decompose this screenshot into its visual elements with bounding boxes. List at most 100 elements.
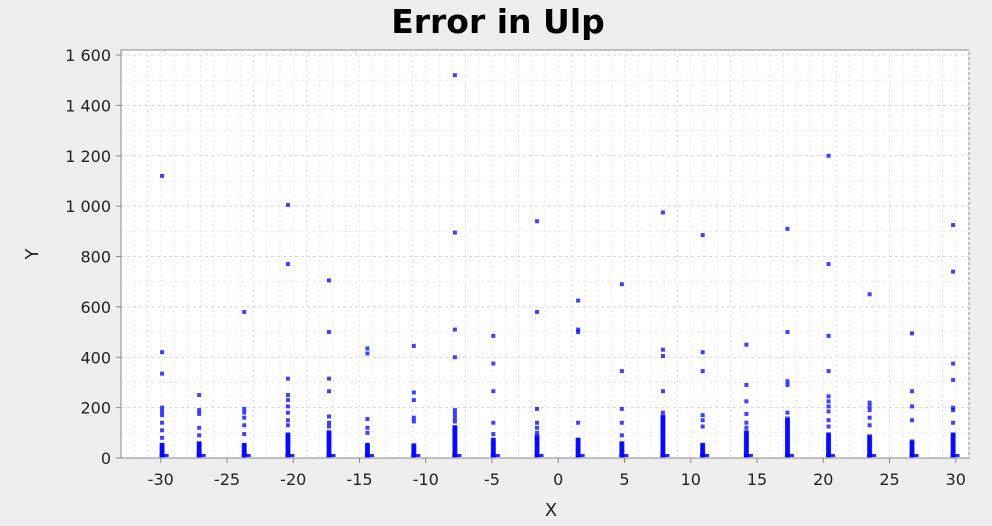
data-point [826,394,831,399]
data-point [867,437,873,441]
data-point [867,444,873,448]
data-point [743,432,749,436]
data-point [242,410,247,415]
data-point [619,449,625,453]
data-point [285,448,291,452]
data-point [159,451,165,455]
data-point [196,449,202,453]
data-point [660,416,666,420]
data-point [660,425,666,429]
data-point [285,418,290,423]
data-point [326,442,332,446]
data-point [490,448,496,452]
data-point [490,446,496,450]
x-tick-label: 15 [747,470,767,489]
data-point [743,449,749,453]
data-point [285,404,290,409]
data-point [700,451,706,455]
data-point [950,446,956,450]
data-point [242,415,247,420]
data-point [242,406,247,411]
data-point [365,430,370,435]
data-point [576,298,581,303]
data-point [241,444,247,448]
x-tick-label: 20 [813,470,833,489]
data-point [784,435,790,439]
data-point [619,441,625,445]
data-point [785,410,790,415]
data-point [159,454,169,457]
data-point [285,444,291,448]
data-point [784,430,790,434]
data-point [743,446,749,450]
data-point [452,355,457,360]
x-tick-label: -30 [148,470,174,489]
data-point [365,425,370,430]
data-point [534,442,540,446]
data-point [285,398,290,403]
data-point [326,441,332,445]
data-point [365,416,370,421]
data-point [159,444,165,448]
y-tick-label: 1 000 [65,197,111,216]
data-point [950,448,956,452]
data-point [619,406,624,411]
x-tick-label: 10 [681,470,701,489]
data-point [784,454,794,457]
data-point [196,446,202,450]
data-point [619,369,624,374]
data-point [326,451,332,455]
y-tick-label: 1 600 [65,46,111,65]
data-point [576,330,581,335]
data-point [197,411,202,416]
data-point [660,354,665,358]
data-point [364,446,370,450]
data-point [867,446,873,450]
data-point [951,361,956,366]
data-point [660,430,666,434]
data-point [534,451,540,455]
x-tick-label: 0 [553,470,563,489]
data-point [700,369,705,374]
data-point [452,432,458,436]
data-point [784,441,790,445]
data-point [826,442,832,446]
data-point [490,437,496,441]
data-point [660,414,666,418]
data-point [285,441,291,445]
data-point [867,451,873,455]
y-tick-label: 200 [80,399,111,418]
data-point [660,419,666,423]
data-point [285,262,290,267]
data-point [535,420,540,425]
data-point [160,409,165,414]
data-point [242,309,247,314]
x-tick-label: -10 [413,470,439,489]
x-tick-label: -20 [280,470,306,489]
data-point [909,446,915,450]
data-point [285,446,291,450]
data-point [327,389,332,394]
data-point [950,441,956,445]
data-point [826,441,832,445]
data-point [241,451,247,455]
data-point [909,439,915,443]
data-point [619,282,624,287]
data-point [326,437,332,441]
data-point [910,404,915,409]
data-point [784,448,790,452]
data-point [411,419,416,424]
data-point [452,444,458,448]
data-point [326,444,332,448]
data-points [159,73,960,459]
data-point [326,448,332,452]
data-point [909,454,919,457]
data-point [660,432,666,436]
data-point [411,398,416,403]
data-point [575,444,581,448]
data-point [784,434,790,438]
data-point [951,405,956,410]
data-point [241,448,247,452]
data-point [196,441,202,445]
